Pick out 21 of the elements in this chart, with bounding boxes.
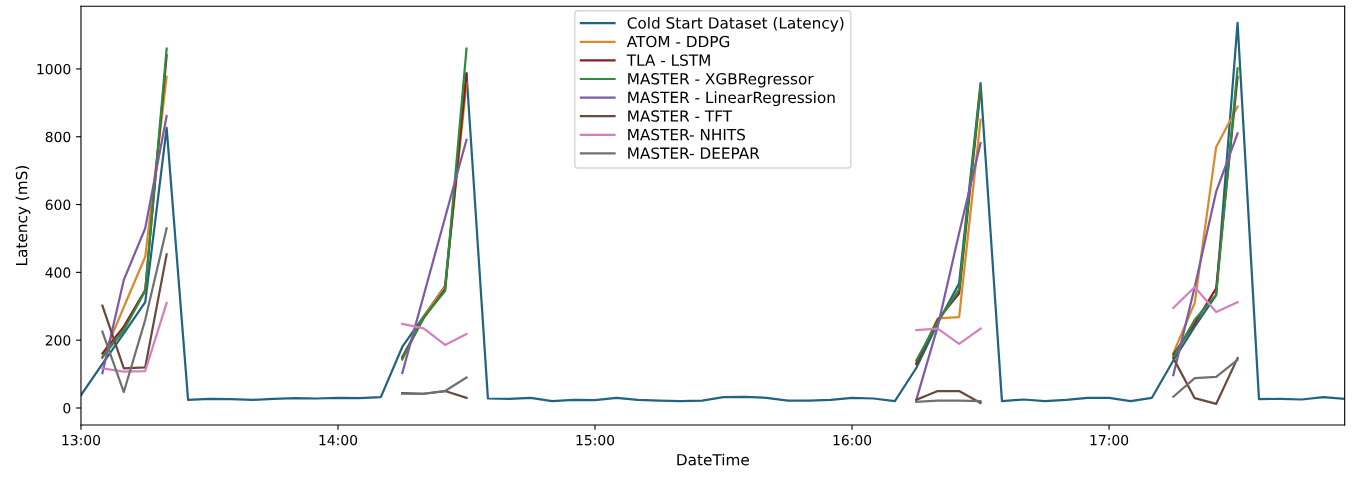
x-tick-label: 13:00 [62, 434, 101, 446]
legend-label: Cold Start Dataset (Latency) [627, 16, 844, 32]
x-tick-label: 16:00 [833, 434, 872, 446]
legend-label: MASTER - XGBRegressor [628, 72, 814, 88]
y-tick-label: 200 [45, 335, 71, 346]
legend-label: ATOM - DDPG [626, 35, 730, 48]
legend-label: MASTER- DEEPAR [628, 147, 760, 159]
y-tick-label: 0 [63, 402, 71, 414]
x-tick-label: 15:00 [576, 434, 615, 446]
x-axis-title: DateTime [677, 453, 749, 466]
legend-label: MASTER - TFT [628, 110, 733, 122]
x-tick-label: 14:00 [319, 434, 358, 446]
y-tick-label: 800 [45, 131, 71, 143]
legend-label: MASTER- NHITS [628, 128, 746, 141]
y-tick-label: 600 [45, 199, 71, 211]
legend-label: MASTER - LinearRegression [628, 91, 835, 107]
x-tick-label: 17:00 [1090, 434, 1129, 446]
y-tick-label: 1000 [37, 63, 71, 75]
y-tick-label: 400 [45, 267, 71, 278]
legend-label: TLA - LSTM [626, 54, 710, 66]
y-axis-title: Latency (mS) [15, 166, 31, 265]
